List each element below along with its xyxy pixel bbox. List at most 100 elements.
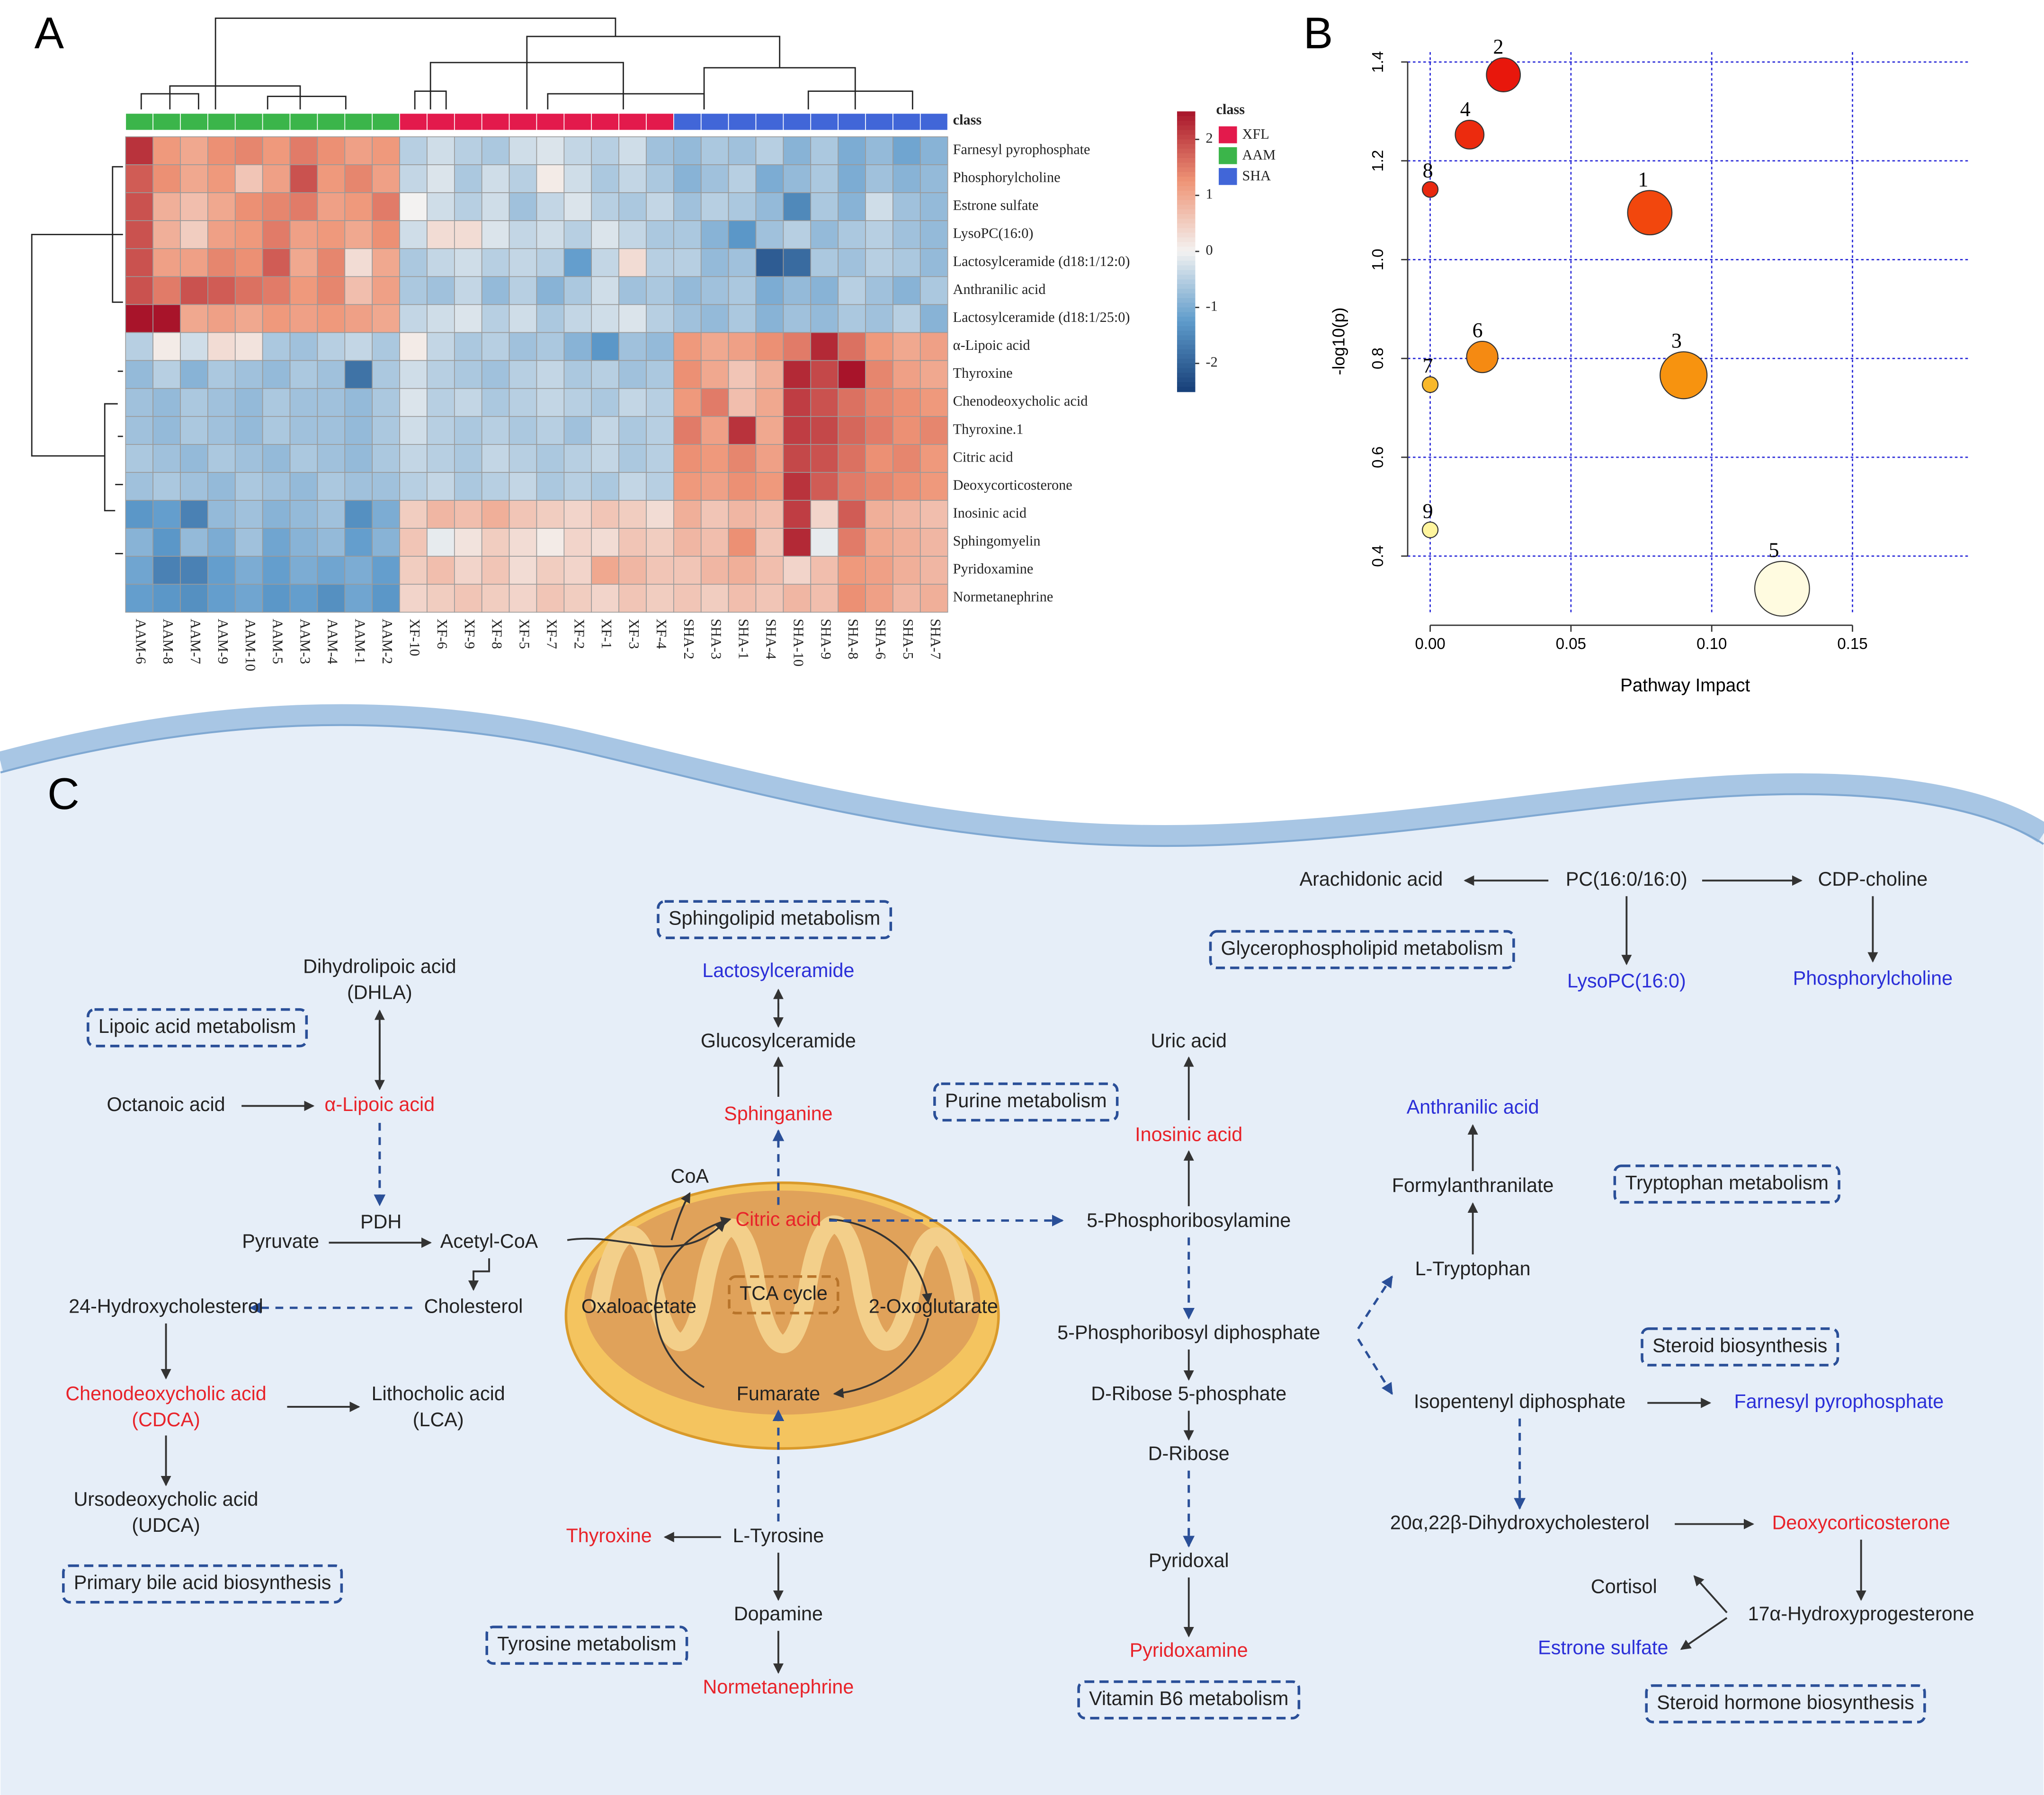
heat-cell [509, 528, 537, 557]
heat-cell [317, 556, 346, 585]
heat-cell [783, 276, 812, 305]
colorbar-segment [1177, 190, 1196, 196]
heat-cell [344, 388, 373, 417]
heat-cell [700, 556, 729, 585]
heat-cell [289, 528, 318, 557]
metabolite: Citric acid [735, 1208, 821, 1230]
metabolite: 20α,22β-Dihydroxycholesterol [1390, 1512, 1650, 1534]
heat-cell [838, 248, 866, 277]
heat-cell [180, 472, 208, 501]
colorbar-segment [1177, 293, 1196, 299]
heat-cell [563, 332, 592, 361]
column-label: SHA-8 [845, 619, 861, 659]
heat-cell [454, 220, 482, 249]
heat-cell [919, 444, 948, 473]
heat-cell [180, 332, 208, 361]
heat-cell [838, 528, 866, 557]
point-label: 4 [1460, 98, 1471, 121]
heat-cell [317, 332, 346, 361]
x-tick-label: 0.10 [1696, 635, 1727, 652]
heat-cell [728, 416, 757, 445]
heat-cell [563, 276, 592, 305]
heat-cell [481, 304, 510, 333]
row-label: Thyroxine [953, 365, 1013, 381]
column-label: AAM-7 [187, 619, 204, 664]
pathway-label: TCA cycle [740, 1282, 828, 1304]
mitochondrion [564, 1181, 1000, 1450]
row-label: Lactosylceramide (d18:1/25:0) [953, 309, 1130, 325]
bubble [1627, 190, 1673, 236]
heat-cell [344, 332, 373, 361]
heat-cell [125, 528, 153, 557]
heat-cell [234, 248, 263, 277]
heat-cell [372, 528, 400, 557]
metabolite: Dihydrolipoic acid [303, 956, 456, 977]
metabolite: D-Ribose [1148, 1443, 1230, 1465]
x-axis-title: Pathway Impact [1620, 675, 1750, 695]
heat-cell [810, 584, 839, 613]
heat-cell [234, 584, 263, 613]
colorbar-segment [1177, 181, 1196, 187]
heat-cell [728, 220, 757, 249]
heat-cell [700, 164, 729, 193]
heat-cell [563, 304, 592, 333]
heat-cell [399, 528, 428, 557]
heat-cell [893, 500, 921, 529]
heat-cell [646, 192, 674, 222]
class-cell [810, 113, 839, 131]
metabolite: CDP-choline [1818, 868, 1928, 890]
heat-cell [563, 248, 592, 277]
heat-cell [372, 248, 400, 277]
heat-cell [618, 304, 647, 333]
heat-cell [207, 164, 236, 193]
heat-cell [454, 164, 482, 193]
legend-label: AAM [1242, 147, 1276, 163]
heat-cell [454, 556, 482, 585]
heat-cell [919, 500, 948, 529]
heat-cell [728, 360, 757, 389]
heat-cell [344, 164, 373, 193]
heat-cell [427, 528, 455, 557]
heat-cell [783, 248, 812, 277]
class-cell [262, 113, 291, 131]
y-tick-label: 1.2 [1369, 150, 1386, 172]
heat-cell [563, 500, 592, 529]
heat-cell [180, 192, 208, 222]
heat-cell [509, 388, 537, 417]
heat-cell [810, 332, 839, 361]
metabolite: Phosphorylcholine [1793, 967, 1953, 989]
heat-cell [344, 584, 373, 613]
heat-cell [783, 416, 812, 445]
heat-cell [728, 192, 757, 222]
heat-cell [207, 472, 236, 501]
heat-cell [618, 528, 647, 557]
heat-cell [125, 360, 153, 389]
heat-cell [481, 360, 510, 389]
heat-cell [454, 136, 482, 165]
class-cell [865, 113, 893, 131]
colorbar-segment [1177, 204, 1196, 210]
heat-cell [509, 248, 537, 277]
column-label: AAM-4 [324, 619, 340, 664]
heat-cell [618, 332, 647, 361]
heat-cell [838, 556, 866, 585]
point-label: 3 [1671, 329, 1682, 352]
heat-cell [180, 528, 208, 557]
bubble [1660, 351, 1708, 400]
heat-cell [399, 500, 428, 529]
panel-label: C [47, 769, 80, 818]
legend-swatch [1219, 126, 1237, 143]
heat-cell [427, 332, 455, 361]
heat-cell [865, 472, 893, 501]
colorbar-segment [1177, 167, 1196, 173]
heat-cell [591, 556, 619, 585]
heat-cell [372, 416, 400, 445]
heat-cell [481, 444, 510, 473]
column-label: SHA-5 [900, 619, 916, 659]
pathway-box [485, 1626, 688, 1665]
colorbar-segment [1177, 162, 1196, 168]
row-label: Citric acid [953, 449, 1013, 465]
heat-cell [893, 220, 921, 249]
heat-cell [646, 500, 674, 529]
heat-cell [427, 416, 455, 445]
